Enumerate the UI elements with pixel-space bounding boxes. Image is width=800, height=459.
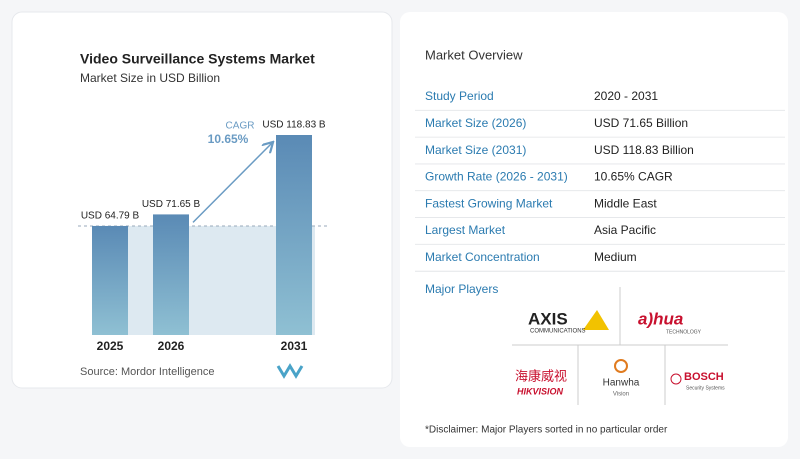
chart: Video Surveillance Systems Market Market… — [78, 51, 330, 379]
source: Source: Mordor Intelligence — [80, 366, 215, 378]
logo-text: Hanwha — [603, 378, 640, 389]
row-bg — [415, 137, 785, 164]
bar — [153, 214, 189, 335]
logo-text: AXIS — [528, 309, 568, 328]
x-tick-label: 2025 — [97, 339, 124, 353]
row-bg — [415, 164, 785, 191]
row-label: Market Concentration — [425, 250, 540, 264]
row-value: Asia Pacific — [594, 223, 656, 237]
row-value: Medium — [594, 250, 637, 264]
players-title: Major Players — [425, 282, 498, 296]
row-label: Fastest Growing Market — [425, 196, 553, 210]
row-value: USD 118.83 Billion — [594, 143, 694, 157]
row-bg — [415, 191, 785, 218]
row-value: USD 71.65 Billion — [594, 116, 688, 130]
chart-title: Video Surveillance Systems Market — [80, 51, 315, 67]
row-bg — [415, 84, 785, 110]
logo-text: TECHNOLOGY — [666, 329, 702, 335]
row-label: Market Size (2026) — [425, 116, 526, 130]
row-label: Study Period — [425, 89, 494, 103]
overview-table: Market Overview Study Period 2020 - 2031 M… — [415, 47, 785, 272]
overview-title: Market Overview — [425, 47, 523, 62]
players: Major Players AXIS COMMUNICATIONS a)hua … — [425, 282, 728, 405]
disclaimer: *Disclaimer: Major Players sorted in no … — [425, 425, 668, 436]
logo-shape — [614, 359, 628, 373]
logo-shape — [583, 310, 609, 330]
row-bg — [415, 218, 785, 244]
logo-text: a)hua — [638, 309, 683, 328]
cagr-value: 10.65% — [208, 132, 249, 146]
row-value: 10.65% CAGR — [594, 170, 673, 184]
logo-text: BOSCH — [684, 371, 724, 383]
value-label: USD 118.83 B — [262, 120, 326, 131]
logo-text: 海康威视 — [515, 368, 567, 383]
row-value: 2020 - 2031 — [594, 89, 658, 103]
value-label: USD 64.79 B — [81, 211, 140, 222]
logo-icon — [276, 363, 304, 379]
cagr-label: CAGR — [226, 121, 255, 132]
chart-subtitle: Market Size in USD Billion — [80, 71, 220, 85]
row-label: Market Size (2031) — [425, 143, 526, 157]
cagr-arrow — [192, 143, 272, 223]
logo-shape — [670, 373, 682, 385]
x-tick-label: 2026 — [158, 339, 185, 353]
bar — [276, 135, 312, 335]
logo-text: Vision — [613, 392, 629, 398]
row-label: Largest Market — [425, 223, 506, 237]
logo-text: COMMUNICATIONS — [530, 329, 586, 335]
bar — [92, 225, 128, 335]
logo-text: HIKVISION — [517, 386, 564, 396]
row-label: Growth Rate (2026 - 2031) — [425, 170, 568, 184]
logo-text: Security Systems — [686, 385, 725, 391]
row-bg — [415, 110, 785, 137]
x-tick-label: 2031 — [281, 339, 308, 353]
row-bg — [415, 244, 785, 271]
value-label: USD 71.65 B — [142, 199, 201, 210]
row-value: Middle East — [594, 196, 657, 210]
